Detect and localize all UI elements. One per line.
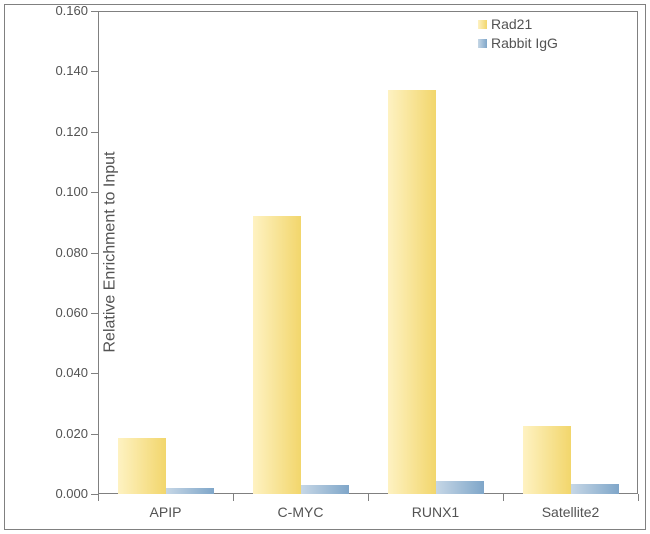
legend-item-rad21: Rad21 <box>478 16 558 32</box>
x-tick-mark <box>503 494 504 501</box>
y-tick-label: 0.020 <box>40 426 88 441</box>
legend-label-rad21: Rad21 <box>491 16 532 32</box>
plot-area <box>98 11 638 494</box>
y-tick-label: 0.080 <box>40 245 88 260</box>
y-tick-mark <box>91 71 98 72</box>
x-tick-label: Satellite2 <box>542 504 600 520</box>
y-tick-label: 0.140 <box>40 63 88 78</box>
x-tick-label: APIP <box>150 504 182 520</box>
y-tick-mark <box>91 313 98 314</box>
bar-rabbit-igg-c-myc <box>301 485 349 494</box>
y-tick-mark <box>91 253 98 254</box>
y-tick-label: 0.040 <box>40 365 88 380</box>
legend-swatch-rad21 <box>478 20 487 29</box>
x-tick-mark <box>98 494 99 501</box>
bar-rad21-c-myc <box>253 216 301 494</box>
y-tick-label: 0.060 <box>40 305 88 320</box>
y-tick-mark <box>91 434 98 435</box>
legend-swatch-rabbit-igg <box>478 39 487 48</box>
bar-rabbit-igg-runx1 <box>436 481 484 494</box>
y-tick-label: 0.160 <box>40 3 88 18</box>
y-tick-mark <box>91 192 98 193</box>
bar-rad21-runx1 <box>388 90 436 495</box>
legend: Rad21 Rabbit IgG <box>478 16 558 54</box>
bar-rad21-satellite2 <box>523 426 571 494</box>
y-tick-mark <box>91 494 98 495</box>
x-tick-mark <box>368 494 369 501</box>
y-tick-label: 0.120 <box>40 124 88 139</box>
x-tick-mark <box>638 494 639 501</box>
y-tick-label: 0.000 <box>40 486 88 501</box>
legend-item-rabbit-igg: Rabbit IgG <box>478 35 558 51</box>
x-tick-label: C-MYC <box>278 504 324 520</box>
bar-rabbit-igg-satellite2 <box>571 484 619 494</box>
x-tick-mark <box>233 494 234 501</box>
y-tick-label: 0.100 <box>40 184 88 199</box>
y-tick-mark <box>91 11 98 12</box>
y-tick-mark <box>91 132 98 133</box>
bar-rabbit-igg-apip <box>166 488 214 494</box>
bar-rad21-apip <box>118 438 166 494</box>
y-tick-mark <box>91 373 98 374</box>
chart-container: Relative Enrichment to Input 0.0000.0200… <box>0 0 650 534</box>
legend-label-rabbit-igg: Rabbit IgG <box>491 35 558 51</box>
x-tick-label: RUNX1 <box>412 504 459 520</box>
